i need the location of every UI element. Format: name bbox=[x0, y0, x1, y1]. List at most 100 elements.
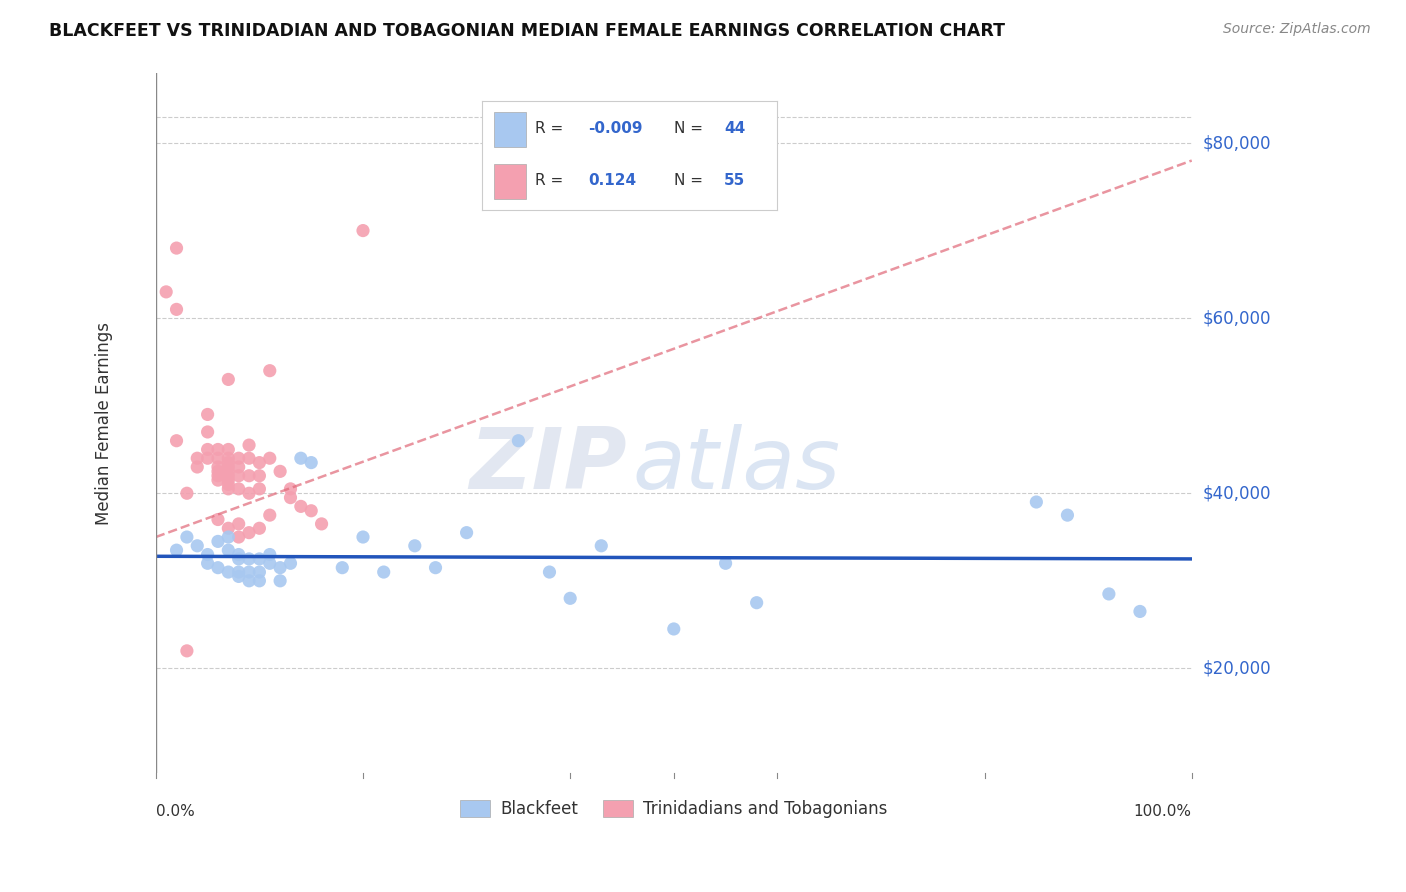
Point bbox=[197, 408, 219, 422]
Point bbox=[299, 456, 322, 470]
Point bbox=[247, 574, 270, 588]
Point bbox=[404, 539, 426, 553]
Point bbox=[238, 525, 260, 540]
Point bbox=[207, 460, 229, 475]
Point bbox=[269, 464, 291, 478]
Point bbox=[247, 468, 270, 483]
Point bbox=[591, 539, 613, 553]
Point bbox=[217, 451, 239, 466]
Point bbox=[238, 552, 260, 566]
Point bbox=[217, 442, 239, 457]
Point bbox=[217, 464, 239, 478]
Point bbox=[176, 530, 198, 544]
Point bbox=[456, 525, 478, 540]
Point bbox=[538, 565, 561, 579]
Point bbox=[186, 539, 208, 553]
Point bbox=[259, 451, 281, 466]
Point bbox=[197, 442, 219, 457]
Point bbox=[228, 482, 250, 496]
Point bbox=[207, 451, 229, 466]
Point bbox=[330, 560, 353, 574]
Point bbox=[217, 456, 239, 470]
Text: $60,000: $60,000 bbox=[1204, 310, 1271, 327]
Text: 0.0%: 0.0% bbox=[156, 804, 194, 819]
Point bbox=[217, 565, 239, 579]
Point bbox=[217, 468, 239, 483]
Point bbox=[217, 460, 239, 475]
Point bbox=[280, 482, 302, 496]
Point bbox=[238, 486, 260, 500]
Point bbox=[207, 534, 229, 549]
Point bbox=[155, 285, 177, 299]
Point bbox=[197, 556, 219, 570]
Point bbox=[228, 516, 250, 531]
Point bbox=[238, 574, 260, 588]
Point bbox=[247, 482, 270, 496]
Point bbox=[373, 565, 395, 579]
Point bbox=[1129, 604, 1152, 618]
Point bbox=[259, 556, 281, 570]
Point bbox=[662, 622, 685, 636]
Point bbox=[311, 516, 333, 531]
Point bbox=[228, 451, 250, 466]
Point bbox=[217, 473, 239, 487]
Point bbox=[207, 560, 229, 574]
Point bbox=[207, 464, 229, 478]
Text: 100.0%: 100.0% bbox=[1133, 804, 1192, 819]
Point bbox=[352, 530, 374, 544]
Point bbox=[166, 302, 188, 317]
Point bbox=[280, 491, 302, 505]
Point bbox=[228, 460, 250, 475]
Point bbox=[228, 530, 250, 544]
Point bbox=[247, 552, 270, 566]
Point bbox=[714, 556, 737, 570]
Point bbox=[207, 468, 229, 483]
Text: $80,000: $80,000 bbox=[1204, 134, 1271, 152]
Point bbox=[207, 512, 229, 526]
Point bbox=[1098, 587, 1121, 601]
Point bbox=[560, 591, 582, 606]
Point bbox=[247, 565, 270, 579]
Text: $40,000: $40,000 bbox=[1204, 484, 1271, 502]
Point bbox=[197, 425, 219, 439]
Point bbox=[228, 468, 250, 483]
Point bbox=[176, 644, 198, 658]
Point bbox=[166, 543, 188, 558]
Point bbox=[217, 530, 239, 544]
Point bbox=[238, 438, 260, 452]
Point bbox=[238, 565, 260, 579]
Point bbox=[217, 482, 239, 496]
Legend: Blackfeet, Trinidadians and Tobagonians: Blackfeet, Trinidadians and Tobagonians bbox=[454, 793, 894, 824]
Point bbox=[217, 521, 239, 535]
Point bbox=[280, 556, 302, 570]
Point bbox=[166, 434, 188, 448]
Point bbox=[217, 372, 239, 386]
Point bbox=[176, 486, 198, 500]
Text: $20,000: $20,000 bbox=[1204, 659, 1271, 677]
Text: Median Female Earnings: Median Female Earnings bbox=[96, 322, 112, 524]
Point bbox=[1025, 495, 1047, 509]
Point bbox=[269, 560, 291, 574]
Point bbox=[228, 548, 250, 562]
Point bbox=[228, 565, 250, 579]
Point bbox=[508, 434, 530, 448]
Text: ZIP: ZIP bbox=[470, 424, 627, 507]
Point bbox=[247, 521, 270, 535]
Point bbox=[259, 364, 281, 378]
Text: Source: ZipAtlas.com: Source: ZipAtlas.com bbox=[1223, 22, 1371, 37]
Point bbox=[259, 548, 281, 562]
Point bbox=[166, 241, 188, 255]
Point bbox=[197, 548, 219, 562]
Point bbox=[217, 543, 239, 558]
Point bbox=[745, 596, 768, 610]
Point bbox=[186, 451, 208, 466]
Point bbox=[352, 223, 374, 237]
Point bbox=[299, 504, 322, 518]
Point bbox=[425, 560, 447, 574]
Point bbox=[290, 500, 312, 514]
Point bbox=[217, 477, 239, 491]
Text: atlas: atlas bbox=[633, 424, 841, 507]
Point bbox=[247, 456, 270, 470]
Point bbox=[259, 508, 281, 523]
Point bbox=[228, 569, 250, 583]
